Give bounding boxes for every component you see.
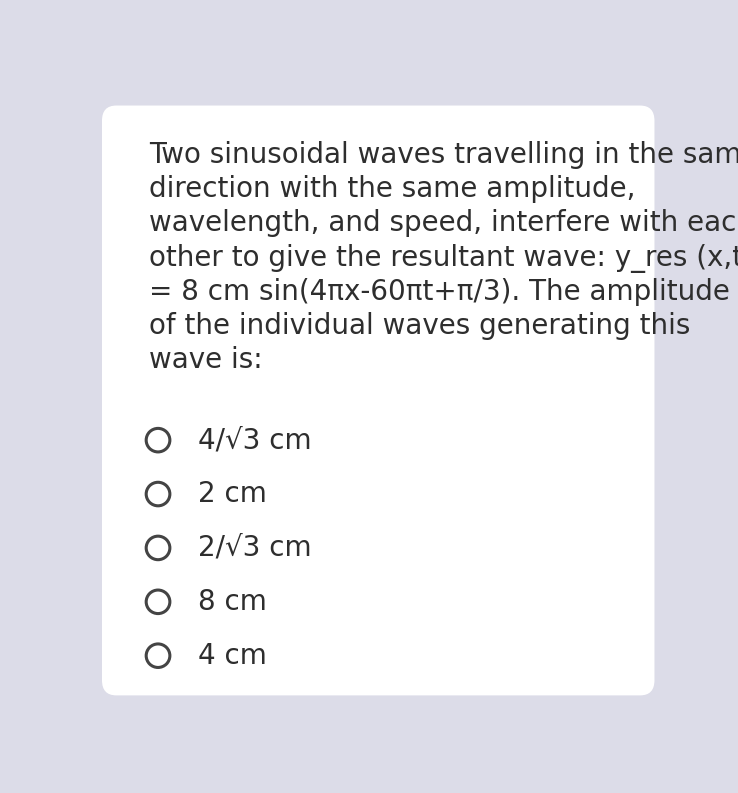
Text: 8 cm: 8 cm — [198, 588, 267, 616]
Text: direction with the same amplitude,: direction with the same amplitude, — [149, 175, 636, 203]
Text: of the individual waves generating this: of the individual waves generating this — [149, 312, 691, 340]
Text: 2 cm: 2 cm — [198, 480, 267, 508]
Text: wavelength, and speed, interfere with each: wavelength, and speed, interfere with ea… — [149, 209, 738, 237]
Text: other to give the resultant wave: y_res (x,t): other to give the resultant wave: y_res … — [149, 243, 738, 273]
Text: 4 cm: 4 cm — [198, 642, 267, 670]
Text: wave is:: wave is: — [149, 347, 263, 374]
Text: 4/√3 cm: 4/√3 cm — [198, 426, 311, 454]
Text: = 8 cm sin(4πx-60πt+π/3). The amplitude: = 8 cm sin(4πx-60πt+π/3). The amplitude — [149, 278, 731, 306]
FancyBboxPatch shape — [102, 105, 655, 695]
Text: 2/√3 cm: 2/√3 cm — [198, 534, 311, 562]
Text: Two sinusoidal waves travelling in the same: Two sinusoidal waves travelling in the s… — [149, 141, 738, 169]
